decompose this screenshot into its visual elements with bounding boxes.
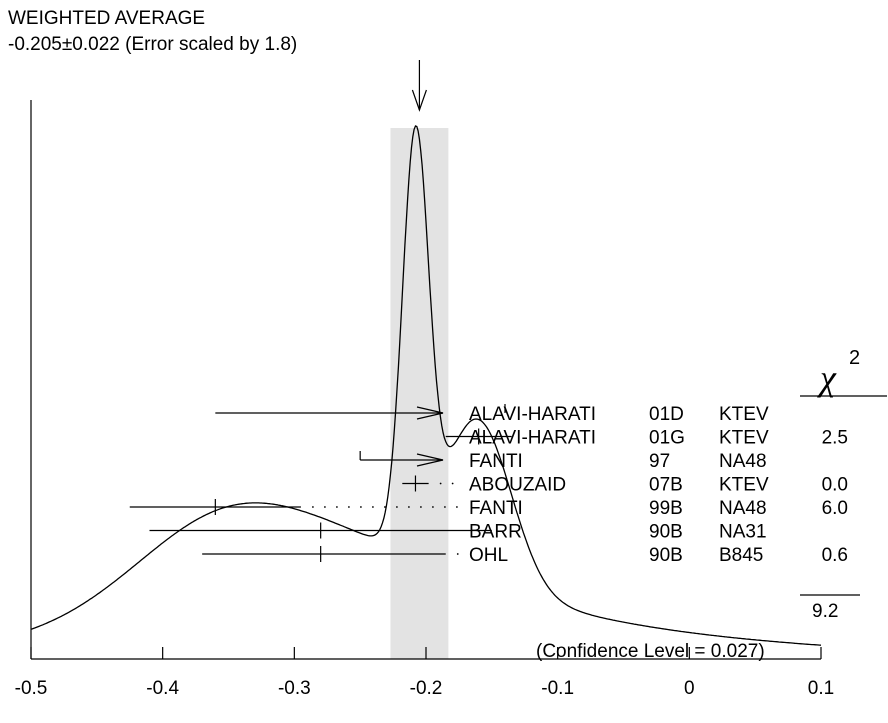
chart-subtitle: -0.205±0.022 (Error scaled by 1.8)	[8, 34, 297, 55]
measurement-ref: 01G	[649, 428, 685, 449]
leader-dot	[348, 506, 350, 508]
measurement-author: ABOUZAID	[469, 475, 566, 496]
leader-dot	[432, 506, 434, 508]
measurement-author: OHL	[469, 545, 508, 566]
leader-dot	[396, 506, 398, 508]
leader-dot	[444, 506, 446, 508]
measurement-row: ALAVI-HARATI 01D KTEV	[215, 404, 769, 425]
chi2-total: 9.2	[812, 601, 838, 622]
ideogram-curve	[30, 125, 822, 646]
x-tick-label: -0.2	[410, 678, 443, 699]
measurement-ref: 90B	[649, 545, 683, 566]
measurement-row: FANTI 99B NA48 6.0	[129, 498, 848, 519]
measurement-author: FANTI	[469, 451, 523, 472]
chi2-superscript: 2	[849, 347, 860, 369]
measurement-author: FANTI	[469, 498, 523, 519]
leader-dot	[408, 506, 410, 508]
x-tick-label: -0.5	[15, 678, 48, 699]
measurement-arrow-head	[416, 453, 444, 467]
measurement-experiment: KTEV	[719, 428, 769, 449]
x-tick-label: -0.1	[541, 678, 574, 699]
measurement-experiment: KTEV	[719, 475, 769, 496]
leader-dot	[439, 482, 442, 485]
measurement-author: ALAVI-HARATI	[469, 428, 596, 449]
measurement-ref: 97	[649, 451, 670, 472]
measurement-ref: 90B	[649, 522, 683, 543]
x-axis-ticks: -0.5 -0.4 -0.3 -0.2 -0.1 0 0.1	[15, 647, 834, 699]
measurement-arrow-head	[416, 406, 444, 420]
measurements-group: ALAVI-HARATI 01D KTEV ALAVI-HARATI 01G KTEV 2.…	[129, 404, 848, 566]
leader-dot	[312, 506, 314, 508]
leader-dot	[384, 506, 386, 508]
measurement-chi2: 2.5	[822, 428, 848, 449]
x-tick-label: 0.1	[808, 678, 834, 699]
measurement-experiment: B845	[719, 545, 763, 566]
average-arrow	[411, 60, 427, 112]
measurement-experiment: NA31	[719, 522, 767, 543]
confidence-level: (Confidence Level = 0.027)	[536, 641, 765, 662]
leader-dot	[420, 506, 422, 508]
leader-dot	[372, 506, 374, 508]
measurement-row: ALAVI-HARATI 01G KTEV 2.5	[445, 428, 848, 449]
measurement-author: ALAVI-HARATI	[469, 404, 596, 425]
leader-dot	[360, 506, 362, 508]
measurement-row: FANTI 97 NA48	[359, 451, 767, 472]
chi2-symbol: χ	[817, 358, 837, 398]
leader-dot	[336, 506, 338, 508]
measurement-chi2: 6.0	[822, 498, 848, 519]
leader-dot	[451, 482, 454, 485]
measurement-ref: 01D	[649, 404, 684, 425]
measurement-chi2: 0.0	[822, 475, 848, 496]
leader-dot	[324, 506, 326, 508]
x-tick-label: -0.4	[146, 678, 179, 699]
leader-dot	[456, 506, 458, 508]
measurement-ref: 07B	[649, 475, 683, 496]
leader-dot	[456, 553, 459, 555]
measurement-experiment: NA48	[719, 451, 767, 472]
measurement-chi2: 0.6	[822, 545, 848, 566]
measurement-row: OHL 90B B845 0.6	[202, 545, 848, 566]
x-tick-label: 0	[684, 678, 695, 699]
average-arrow-head	[411, 89, 427, 112]
measurement-ref: 99B	[649, 498, 683, 519]
measurement-row: ABOUZAID 07B KTEV 0.0	[402, 475, 848, 496]
measurement-row: BARR 90B NA31	[149, 522, 767, 543]
measurement-author: BARR	[469, 522, 522, 543]
measurement-experiment: NA48	[719, 498, 767, 519]
chart-title: WEIGHTED AVERAGE	[8, 8, 205, 29]
measurement-experiment: KTEV	[719, 404, 769, 425]
average-error-band	[390, 128, 449, 659]
x-tick-label: -0.3	[278, 678, 311, 699]
